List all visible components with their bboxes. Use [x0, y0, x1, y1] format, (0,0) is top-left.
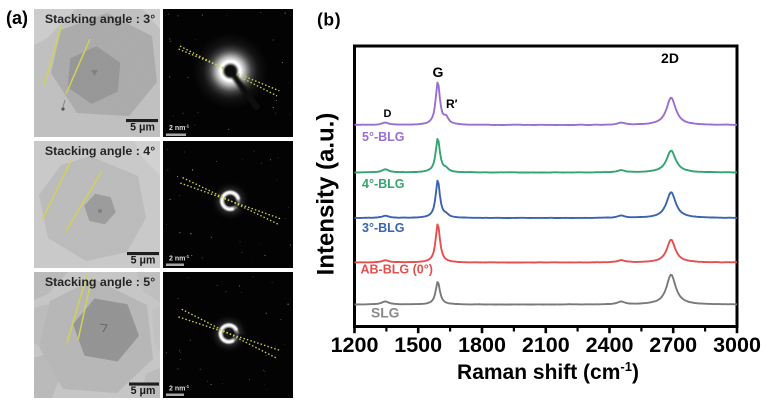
svg-text:2 nm-1: 2 nm-1 — [169, 254, 190, 262]
svg-text:2700: 2700 — [649, 333, 697, 357]
svg-text:1500: 1500 — [394, 333, 442, 357]
svg-text:D: D — [384, 108, 392, 120]
svg-text:(b): (b) — [317, 10, 341, 30]
svg-text:Raman shift (cm-1): Raman shift (cm-1) — [457, 359, 639, 384]
svg-text:2400: 2400 — [586, 333, 634, 357]
svg-text:3°-BLG: 3°-BLG — [362, 221, 405, 235]
svg-text:G: G — [433, 64, 444, 80]
svg-text:3000: 3000 — [713, 333, 761, 357]
svg-text:2D: 2D — [661, 50, 679, 66]
svg-text:2 nm-1: 2 nm-1 — [169, 124, 190, 132]
svg-text:1200: 1200 — [331, 333, 379, 357]
svg-text:Intensity (a.u.): Intensity (a.u.) — [313, 113, 340, 276]
svg-text:AB-BLG (0°): AB-BLG (0°) — [361, 263, 433, 277]
svg-text:SLG: SLG — [371, 306, 399, 321]
svg-text:5°-BLG: 5°-BLG — [362, 130, 405, 144]
svg-text:2100: 2100 — [522, 333, 570, 357]
svg-text:2 nm-1: 2 nm-1 — [169, 384, 190, 392]
svg-text:R′: R′ — [446, 97, 458, 111]
svg-text:1800: 1800 — [458, 333, 506, 357]
svg-text:4°-BLG: 4°-BLG — [362, 177, 405, 191]
